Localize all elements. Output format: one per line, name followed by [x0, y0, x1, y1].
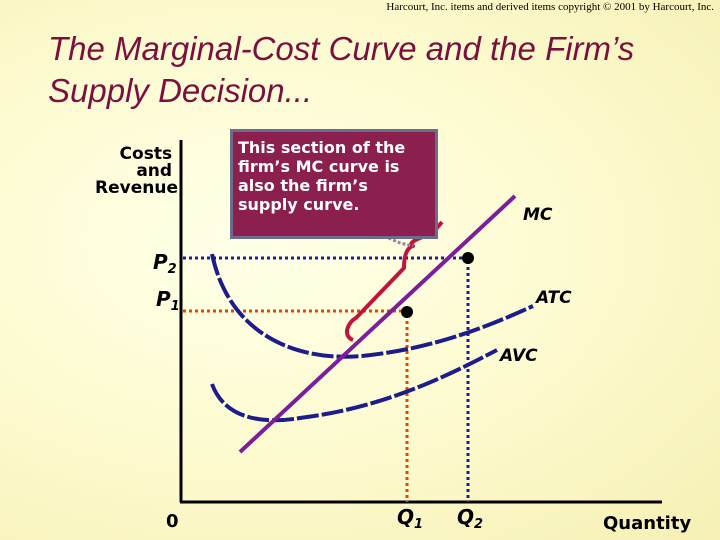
copyright-notice: Harcourt, Inc. items and derived items c… [386, 1, 714, 13]
supply-section-bracket [345, 220, 444, 342]
p2-q2-point [462, 252, 474, 264]
x-axis-label: Quantity [603, 513, 691, 534]
y-axis-label: Costs and Revenue [95, 144, 178, 198]
quantity-label-q2: Q2 [457, 505, 483, 532]
mc-label: MC [523, 205, 553, 225]
supply-callout-box: This section of the firm’s MC curve is a… [230, 129, 438, 239]
atc-curve [210, 253, 534, 359]
origin-label: 0 [166, 511, 179, 532]
avc-label: AVC [498, 346, 538, 366]
slide-title: The Marginal-Cost Curve and the Firm’s S… [48, 30, 635, 109]
avc-curve [210, 348, 498, 423]
price-label-p2: P2 [153, 250, 177, 277]
p1-guide-line [183, 309, 409, 502]
mc-curve [238, 194, 517, 454]
quantity-label-q1: Q1 [397, 505, 423, 532]
p1-q1-point [401, 306, 413, 318]
price-label-p1: P1 [156, 287, 180, 314]
atc-label: ATC [534, 288, 572, 308]
